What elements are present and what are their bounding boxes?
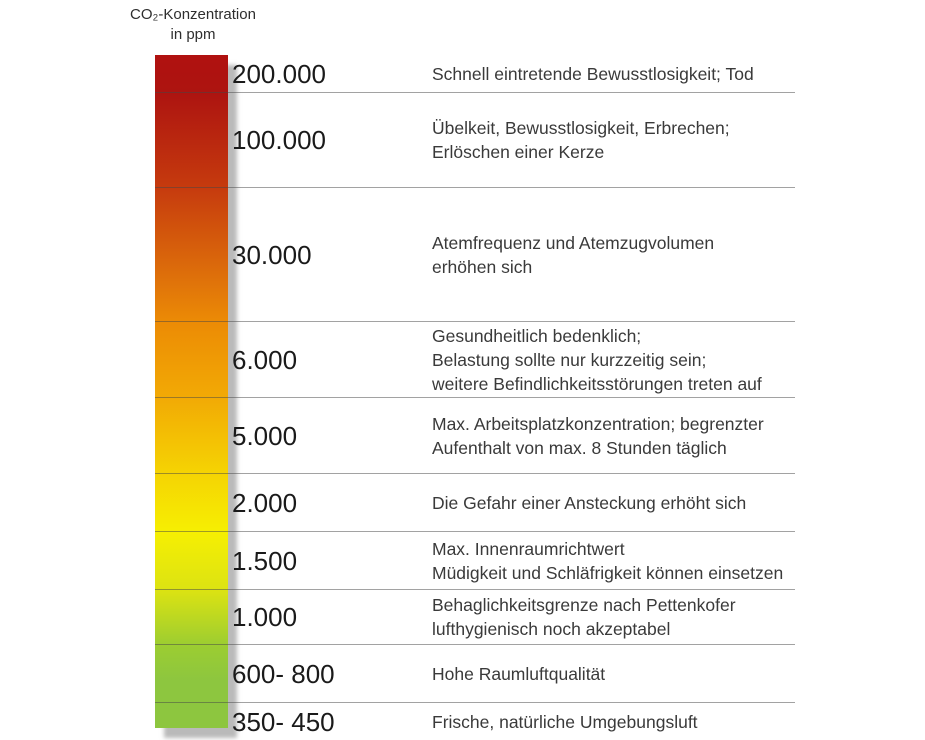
ppm-value: 5.000	[232, 420, 298, 451]
scale-row-5000: 5.000 Max. Arbeitsplatzkonzentration; be…	[155, 398, 795, 474]
chart-title-line2: in ppm	[170, 26, 216, 43]
scale-row-1000: 1.000 Behaglichkeitsgrenze nach Pettenko…	[155, 590, 795, 645]
ppm-value: 2.000	[232, 487, 298, 518]
ppm-value: 6.000	[232, 344, 298, 375]
effect-description: Die Gefahr einer Ansteckung erhöht sich	[432, 492, 747, 513]
effect-description: Frische, natürliche Umgebungsluft	[432, 711, 698, 732]
scale-row-2000: 2.000 Die Gefahr einer Ansteckung erhöht…	[155, 474, 795, 532]
ppm-value: 200.000	[232, 58, 326, 89]
chart-title: CO₂-Konzentration in ppm	[103, 5, 283, 45]
scale-row-1500: 1.500 Max. Innenraumrichtwert Müdigkeit …	[155, 532, 795, 590]
ppm-value: 100.000	[232, 125, 326, 155]
scale-row-200000: 200.000 Schnell eintretende Bewusstlosig…	[155, 55, 795, 93]
ppm-value: 30.000	[232, 239, 312, 270]
effect-description: Gesundheitlich bedenklich; Belastung sol…	[432, 325, 762, 394]
effect-description: Hohe Raumluftqualität	[432, 663, 606, 684]
scale-row-30000: 30.000 Atemfrequenz und Atemzugvolumen e…	[155, 188, 795, 322]
effect-description: Schnell eintretende Bewusstlosigkeit; To…	[432, 63, 754, 84]
scale-row-350-450: 350- 450 Frische, natürliche Umgebungslu…	[155, 703, 795, 740]
chart-title-line1: CO₂-Konzentration	[130, 6, 256, 23]
co2-scale-bar	[155, 55, 228, 728]
scale-row-6000: 6.000 Gesundheitlich bedenklich; Belastu…	[155, 322, 795, 398]
ppm-value: 600- 800	[232, 658, 335, 689]
effect-description: Max. Arbeitsplatzkonzentration; begrenzt…	[432, 413, 764, 458]
effect-description: Atemfrequenz und Atemzugvolumen erhöhen …	[432, 232, 715, 277]
effect-description: Behaglichkeitsgrenze nach Pettenkofer lu…	[432, 595, 736, 639]
scale-row-600-800: 600- 800 Hohe Raumluftqualität	[155, 645, 795, 703]
ppm-value: 1.000	[232, 602, 298, 632]
effect-description: Übelkeit, Bewusstlosigkeit, Erbrechen; E…	[432, 118, 730, 162]
ppm-value: 1.500	[232, 545, 298, 576]
effect-description: Max. Innenraumrichtwert Müdigkeit und Sc…	[432, 538, 784, 583]
scale-row-100000: 100.000 Übelkeit, Bewusstlosigkeit, Erbr…	[155, 93, 795, 188]
ppm-value: 350- 450	[232, 706, 335, 737]
